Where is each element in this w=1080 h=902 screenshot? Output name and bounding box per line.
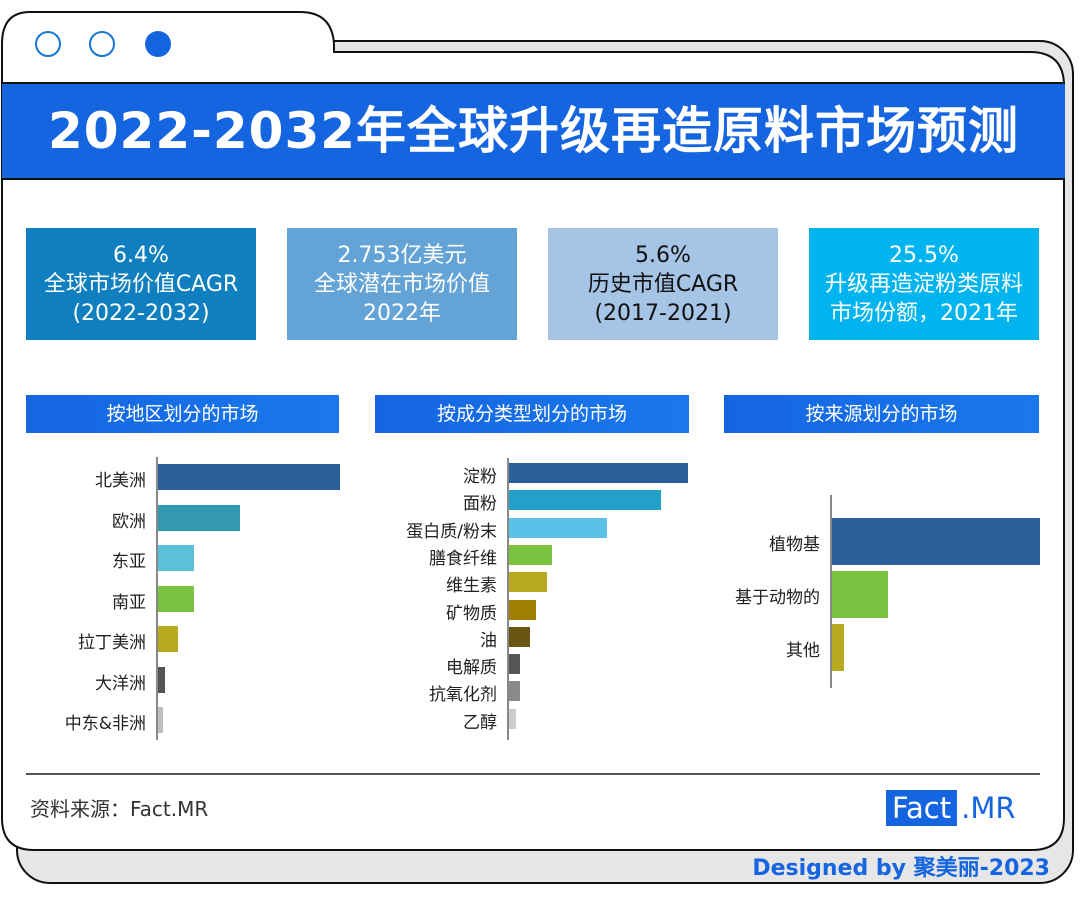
chart-3-bar bbox=[832, 623, 845, 671]
chart-2-tick-label: 淀粉 bbox=[463, 467, 497, 487]
logo-mr-text: .MR bbox=[961, 791, 1016, 825]
stat-line1: 5.6% bbox=[635, 242, 691, 268]
chart-1-bar bbox=[158, 504, 240, 531]
source-note: 资料来源：Fact.MR bbox=[30, 797, 209, 821]
stat-line2: 全球市场价值CAGR bbox=[43, 271, 239, 297]
chart-3-axis bbox=[830, 495, 832, 688]
stat-line3: 2022年 bbox=[363, 300, 441, 326]
stat-line1: 2.753亿美元 bbox=[337, 242, 467, 268]
chart-2-bar bbox=[509, 626, 531, 647]
chart-2-bar bbox=[509, 599, 536, 620]
chart-2-tick-label: 抗氧化剂 bbox=[429, 685, 497, 706]
chart-2-axis bbox=[507, 458, 509, 740]
chart-2-tick-label: 乙醇 bbox=[463, 712, 497, 733]
chart-1-bar bbox=[158, 585, 195, 612]
chart-1-tick-label: 北美洲 bbox=[95, 471, 146, 491]
designed-by: Designed by 聚美丽-2023 bbox=[752, 856, 1050, 881]
page-title: 2022-2032年全球升级再造原料市场预测 bbox=[47, 102, 1020, 160]
chart-2-bar bbox=[509, 490, 662, 511]
chart-3-tick-label: 基于动物的 bbox=[735, 588, 820, 608]
chart-2-tick-label: 蛋白质/粉末 bbox=[406, 521, 497, 542]
chart-3-tick-label: 植物基 bbox=[769, 535, 820, 555]
chart-2-bar bbox=[509, 654, 520, 675]
stat-line1: 25.5% bbox=[889, 242, 959, 268]
chart-3-bar bbox=[832, 517, 1040, 565]
chart-2-tick-label: 维生素 bbox=[446, 576, 497, 597]
stat-line3: 市场份额，2021年 bbox=[830, 300, 1018, 326]
chart-2-tick-label: 矿物质 bbox=[446, 603, 497, 624]
chart-1-bar bbox=[158, 464, 340, 490]
chart-1-tick-label: 中东&非洲 bbox=[64, 714, 146, 734]
stat-line3: (2022-2032) bbox=[72, 300, 210, 326]
chart-2-bar bbox=[509, 544, 552, 565]
section-header-source: 按来源划分的市场 bbox=[724, 395, 1039, 433]
chart-1-bar bbox=[158, 666, 166, 693]
window-dot-1 bbox=[35, 31, 61, 57]
title-bar: 2022-2032年全球升级再造原料市场预测 bbox=[2, 82, 1065, 180]
chart-2-tick-label: 电解质 bbox=[446, 658, 497, 679]
window-dot-3 bbox=[145, 31, 171, 57]
chart-2-bar bbox=[509, 681, 520, 702]
logo-fact-text: Fact bbox=[886, 790, 958, 826]
chart-2-tick-label: 膳食纤维 bbox=[429, 548, 497, 569]
chart-1-bar bbox=[158, 545, 195, 571]
chart-1-bar bbox=[158, 626, 179, 652]
stat-box-4: 25.5% 升级再造淀粉类原料 市场份额，2021年 bbox=[809, 228, 1039, 340]
chart-1-tick-label: 拉丁美洲 bbox=[78, 633, 146, 653]
chart-2-tick-label: 油 bbox=[480, 630, 497, 651]
chart-2-bar bbox=[509, 572, 547, 593]
chart-1-axis bbox=[156, 457, 158, 740]
chart-1-bar bbox=[158, 707, 164, 733]
chart-1-tick-label: 大洋洲 bbox=[95, 673, 146, 694]
stat-line2: 升级再造淀粉类原料 bbox=[824, 271, 1023, 297]
chart-1-tick-label: 欧洲 bbox=[112, 511, 146, 532]
stat-box-1: 6.4% 全球市场价值CAGR (2022-2032) bbox=[26, 228, 256, 340]
chart-2-tick-label: 面粉 bbox=[463, 494, 497, 515]
chart-1-tick-label: 南亚 bbox=[112, 592, 146, 613]
stat-box-2: 2.753亿美元 全球潜在市场价值 2022年 bbox=[287, 228, 517, 340]
chart-3-tick-label: 其他 bbox=[786, 641, 820, 661]
window-dot-2 bbox=[89, 31, 115, 57]
stat-box-3: 5.6% 历史市值CAGR (2017-2021) bbox=[548, 228, 778, 340]
chart-2-bar bbox=[509, 463, 688, 483]
section-header-ingredient: 按成分类型划分的市场 bbox=[375, 395, 689, 433]
chart-2-bar bbox=[509, 517, 608, 538]
stat-line3: (2017-2021) bbox=[594, 300, 732, 326]
chart-3-bar bbox=[832, 570, 889, 618]
chart-2-bar bbox=[509, 708, 517, 729]
chart-1-tick-label: 东亚 bbox=[112, 552, 146, 572]
factmr-logo: Fact .MR bbox=[886, 789, 1016, 827]
section-header-region: 按地区划分的市场 bbox=[26, 395, 339, 433]
stat-line1: 6.4% bbox=[113, 242, 169, 268]
stat-line2: 历史市值CAGR bbox=[587, 271, 739, 297]
footer-divider bbox=[26, 773, 1040, 775]
stat-line2: 全球潜在市场价值 bbox=[313, 271, 490, 297]
